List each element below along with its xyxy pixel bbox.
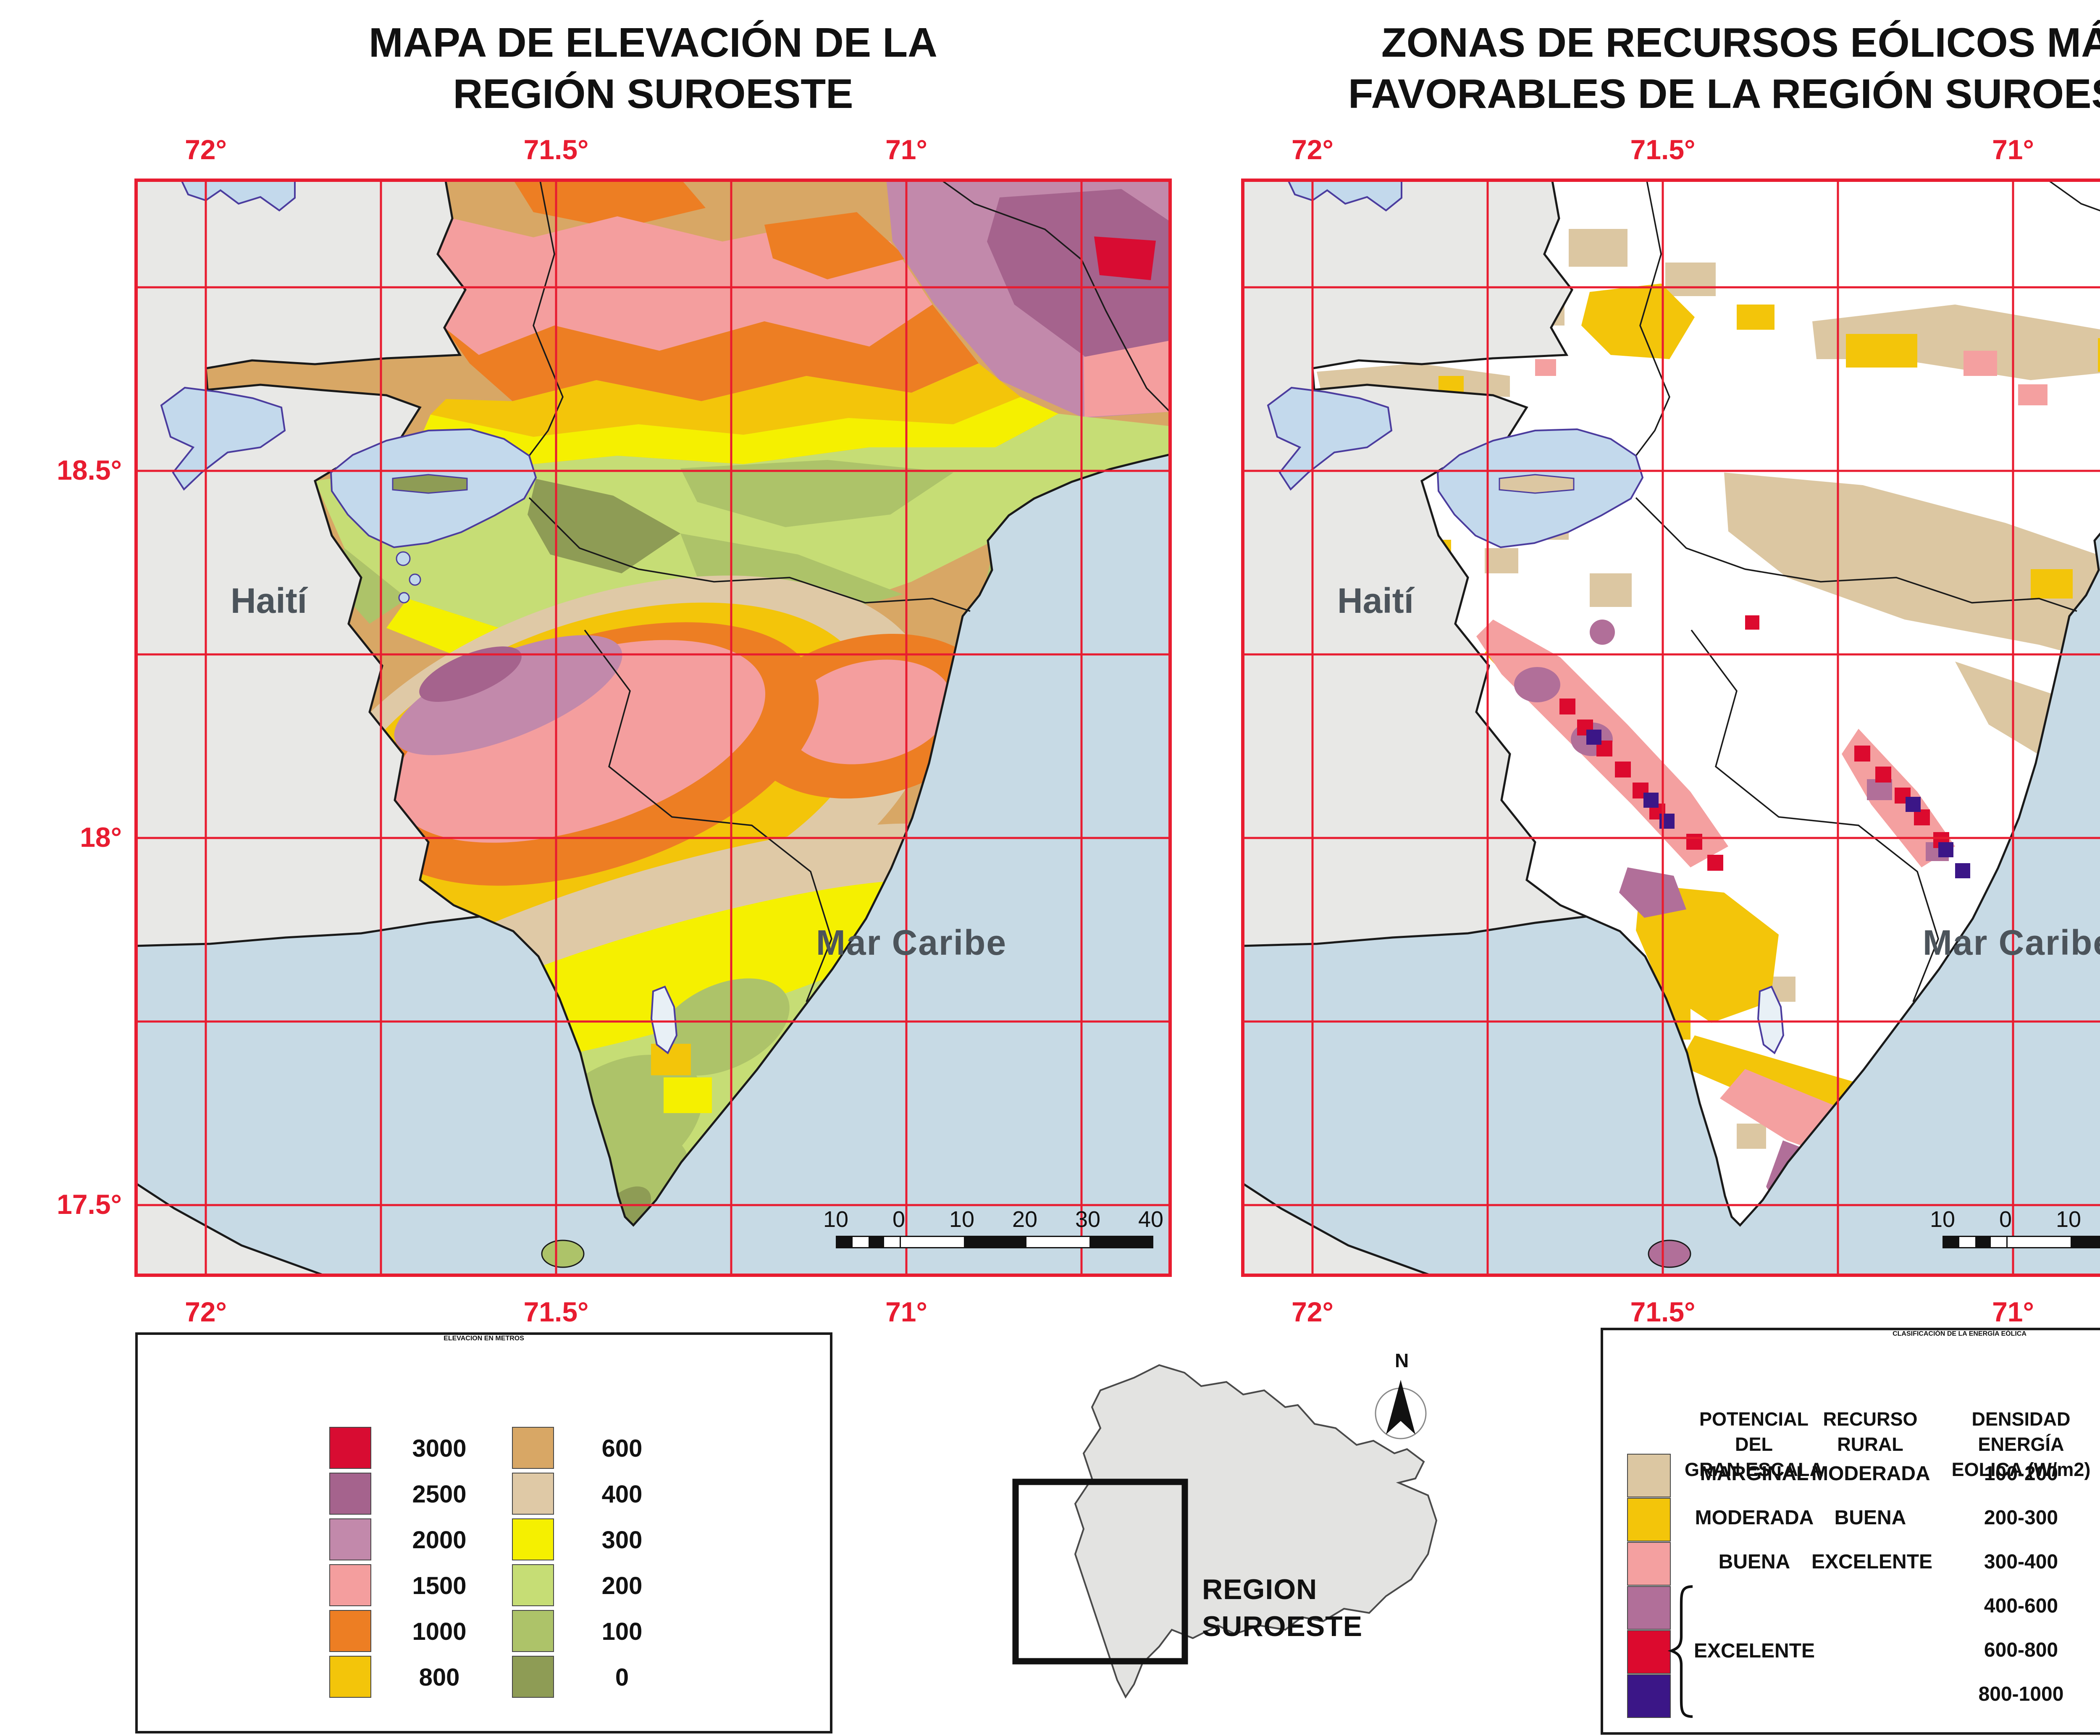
wind-potencial-2: BUENA — [1718, 1551, 1790, 1573]
inset-locator: N REGION SUROESTE — [1008, 1340, 1478, 1705]
inset-map-svg — [1012, 1364, 1438, 1699]
left-map-title-line1: MAPA DE ELEVACIÓN DE LA — [369, 19, 937, 66]
wind-header-potencial: POTENCIAL DEL GRAN ESCALA — [1684, 1408, 1823, 1480]
inset-region-label: REGION SUROESTE — [1202, 1573, 1363, 1642]
elevation-label-3000: 3000 — [412, 1435, 467, 1462]
left-side-tick-17-5: 17.5° — [57, 1189, 122, 1220]
right-map-title-line2: FAVORABLES DE LA REGIÓN SUROESTE — [1348, 71, 2100, 117]
left-side-tick-18-5: 18.5° — [57, 454, 122, 486]
wind-legend: CLASIFICACIÓN DE LA ENERGÍA EÓLICA POTEN… — [1601, 1328, 2100, 1735]
wind-header-densidad: DENSIDAD ENERGÍA EOLICA (W/m2) — [1951, 1408, 2091, 1480]
left-map-title: MAPA DE ELEVACIÓN DE LA REGIÓN SUROESTE — [149, 17, 1157, 119]
wind-swatch-marginal — [1627, 1454, 1671, 1497]
wind-map-svg — [1241, 179, 2100, 1277]
left-scalebar-numbers: 10 0 10 20 30 40 — [823, 1207, 1164, 1232]
left-top-tick-71: 71° — [885, 134, 927, 165]
elevation-label-2000: 2000 — [412, 1526, 467, 1554]
right-map-title: ZONAS DE RECURSOS EÓLICOS MÁS FAVORABLES… — [1256, 17, 2100, 119]
elevation-label-1000: 1000 — [412, 1618, 467, 1645]
north-arrow-label: N — [1395, 1350, 1409, 1371]
elevation-legend-title: ELEVACION EN METROS — [444, 1335, 524, 1342]
north-arrow-icon — [1375, 1380, 1427, 1439]
left-bottom-tick-71-5: 71.5° — [523, 1296, 589, 1327]
wind-recurso-2: EXCELENTE — [1811, 1551, 1933, 1573]
right-bottom-tick-71: 71° — [1992, 1296, 2034, 1327]
wind-densidad-4: 600-800 — [1984, 1639, 2058, 1661]
elevation-map — [134, 179, 1172, 1277]
elevation-swatch-400 — [512, 1473, 554, 1515]
elevation-swatch-800 — [329, 1656, 371, 1698]
right-bottom-tick-71-5: 71.5° — [1630, 1296, 1696, 1327]
wind-recurso-0: MODERADA — [1811, 1463, 1930, 1485]
left-top-tick-72: 72° — [185, 134, 227, 165]
left-bottom-tick-72: 72° — [185, 1296, 227, 1327]
left-scalebar-bar — [836, 1236, 1153, 1248]
grid-lines — [134, 179, 1172, 1277]
elevation-swatch-600 — [512, 1427, 554, 1469]
wind-densidad-2: 300-400 — [1984, 1551, 2058, 1573]
wind-brace-label: EXCELENTE — [1694, 1640, 1815, 1662]
right-scalebar-bar — [1942, 1236, 2100, 1248]
left-sea-label: Mar Caribe — [816, 923, 1007, 962]
wind-header-recurso: RECURSO RURAL — [1823, 1408, 1918, 1455]
right-haiti-label: Haití — [1337, 581, 1414, 620]
elevation-swatch-1000 — [329, 1610, 371, 1652]
wind-map — [1241, 179, 2100, 1277]
right-bottom-tick-72: 72° — [1292, 1296, 1334, 1327]
right-top-tick-71: 71° — [1992, 134, 2034, 165]
wind-densidad-1: 200-300 — [1984, 1507, 2058, 1529]
excelente-brace — [1667, 1585, 1693, 1718]
right-top-tick-72: 72° — [1292, 134, 1334, 165]
left-haiti-label: Haití — [230, 581, 307, 620]
left-map-title-line2: REGIÓN SUROESTE — [453, 71, 853, 117]
right-map-title-line1: ZONAS DE RECURSOS EÓLICOS MÁS — [1381, 19, 2100, 66]
wind-swatch-excelente-3 — [1627, 1674, 1671, 1718]
wind-recurso-1: BUENA — [1834, 1507, 1906, 1529]
grid-lines — [1241, 179, 2100, 1277]
right-scalebar-numbers: 10 0 10 20 30 40 — [1929, 1207, 2082, 1232]
wind-swatch-excelente-1 — [1627, 1586, 1671, 1630]
wind-densidad-5: 800-1000 — [1978, 1683, 2064, 1705]
elevation-label-300: 300 — [601, 1526, 643, 1554]
wind-potencial-1: MODERADA — [1695, 1507, 1814, 1529]
wind-swatch-buena — [1627, 1542, 1671, 1586]
left-bottom-tick-71: 71° — [885, 1296, 927, 1327]
elevation-map-svg — [134, 179, 1172, 1277]
elevation-swatch-1500 — [329, 1564, 371, 1606]
elevation-label-1500: 1500 — [412, 1572, 467, 1599]
elevation-swatch-3000 — [329, 1427, 371, 1469]
wind-densidad-0: 100-200 — [1984, 1463, 2058, 1485]
elevation-legend: ELEVACION EN METROS 3000 2500 2000 1500 … — [135, 1332, 832, 1733]
wind-legend-title: CLASIFICACIÓN DE LA ENERGÍA EÓLICA — [1893, 1330, 2026, 1337]
elevation-label-400: 400 — [601, 1481, 643, 1508]
elevation-swatch-2000 — [329, 1518, 371, 1560]
elevation-swatch-100 — [512, 1610, 554, 1652]
left-side-tick-18: 18° — [80, 822, 122, 853]
dominican-republic-outline — [1074, 1364, 1438, 1699]
wind-swatch-moderada — [1627, 1498, 1671, 1542]
elevation-label-0: 0 — [615, 1664, 629, 1691]
wind-densidad-3: 400-600 — [1984, 1595, 2058, 1617]
region-suroeste-box — [1012, 1479, 1188, 1665]
right-sea-label: Mar Caribe — [1922, 923, 2100, 962]
elevation-label-2500: 2500 — [412, 1481, 467, 1508]
elevation-label-200: 200 — [601, 1572, 643, 1599]
right-top-tick-71-5: 71.5° — [1630, 134, 1696, 165]
elevation-swatch-300 — [512, 1518, 554, 1560]
elevation-label-100: 100 — [601, 1618, 643, 1645]
elevation-swatch-0 — [512, 1656, 554, 1698]
elevation-swatch-200 — [512, 1564, 554, 1606]
wind-swatch-excelente-2 — [1627, 1630, 1671, 1674]
left-top-tick-71-5: 71.5° — [523, 134, 589, 165]
elevation-swatch-2500 — [329, 1473, 371, 1515]
left-scalebar: 10 0 10 20 30 40 — [823, 1206, 1164, 1248]
right-scalebar: 10 0 10 20 30 40 — [1929, 1206, 2100, 1248]
wind-potencial-0: MARGINAL — [1700, 1463, 1809, 1485]
elevation-label-600: 600 — [601, 1435, 643, 1462]
elevation-label-800: 800 — [419, 1664, 460, 1691]
